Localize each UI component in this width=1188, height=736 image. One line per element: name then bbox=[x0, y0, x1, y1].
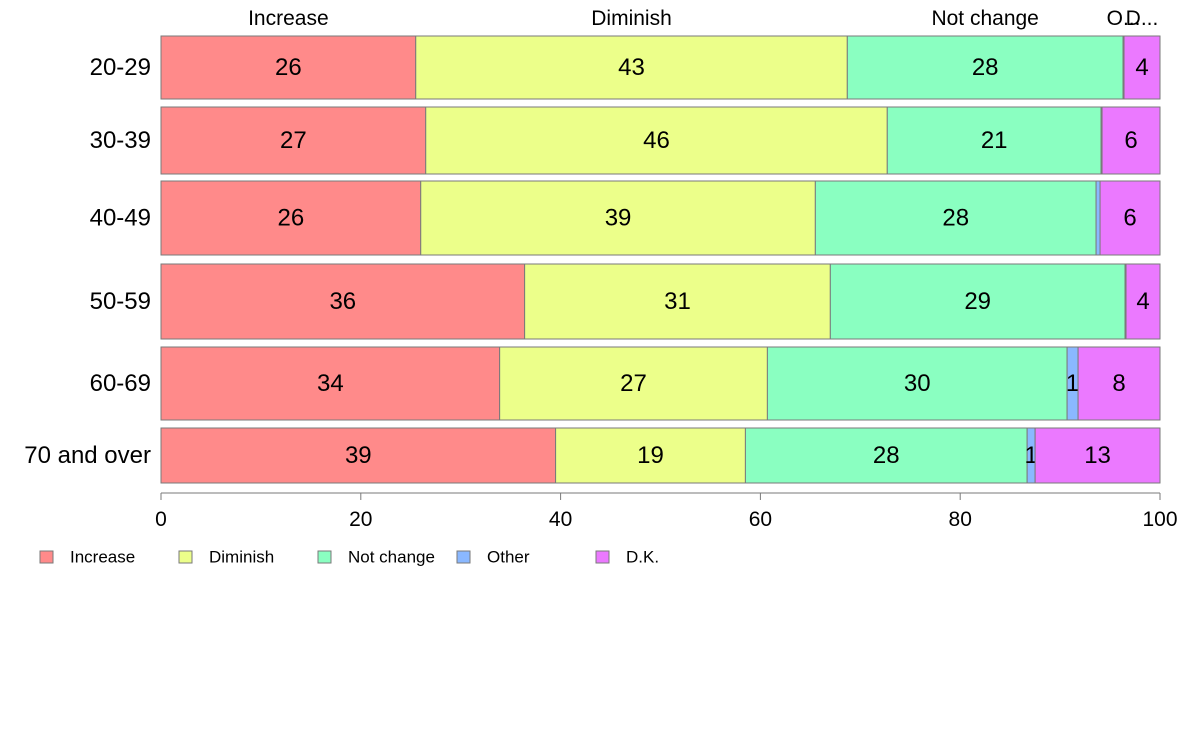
bar-row-70-and-over: 39 19 28 1 13 bbox=[160, 427, 1161, 484]
value-label: 4 bbox=[1136, 288, 1149, 315]
legend-swatch bbox=[317, 550, 332, 564]
legend-label: D.K. bbox=[626, 548, 659, 567]
bar-row-60-69: 34 27 30 1 8 bbox=[160, 346, 1161, 421]
row-label: 70 and over bbox=[24, 442, 151, 469]
x-axis: 0 20 40 60 80 100 bbox=[155, 492, 1178, 531]
legend-item-increase: Increase bbox=[39, 548, 135, 567]
value-label: 13 bbox=[1084, 442, 1111, 469]
bar-segment-increase bbox=[160, 106, 427, 175]
value-label: 26 bbox=[275, 54, 302, 81]
legend-label: Other bbox=[487, 548, 530, 567]
legend-label: Diminish bbox=[209, 548, 274, 567]
bar-segment-d-k bbox=[1077, 346, 1161, 421]
value-label: 39 bbox=[605, 205, 632, 232]
bar-segment-increase bbox=[160, 263, 526, 340]
row-label: 60-69 bbox=[90, 370, 151, 397]
value-label: 28 bbox=[942, 205, 969, 232]
value-label: 19 bbox=[637, 442, 664, 469]
value-label: 27 bbox=[280, 127, 307, 154]
x-tick-label: 60 bbox=[749, 508, 772, 531]
bar-row-50-59: 36 31 29 4 bbox=[160, 263, 1161, 340]
top-label-other: O... bbox=[1107, 7, 1141, 30]
bar-segment-d-k bbox=[1125, 263, 1161, 340]
bar-segment-not-change bbox=[766, 346, 1068, 421]
top-label-diminish: Diminish bbox=[591, 7, 672, 30]
value-label: 30 bbox=[904, 370, 931, 397]
row-label: 50-59 bbox=[90, 288, 151, 315]
legend-item-other: Other bbox=[456, 548, 530, 567]
value-label: 1 bbox=[1024, 442, 1037, 469]
legend-item-d-k: D.K. bbox=[595, 548, 659, 567]
value-label: 6 bbox=[1123, 205, 1136, 232]
top-label-not-change: Not change bbox=[931, 7, 1038, 30]
value-label: 43 bbox=[618, 54, 645, 81]
bar-segment-not-change bbox=[886, 106, 1102, 175]
row-label: 30-39 bbox=[90, 127, 151, 154]
x-tick-label: 100 bbox=[1142, 508, 1177, 531]
bar-segment-diminish bbox=[524, 263, 831, 340]
row-labels: 20-29 30-39 40-49 50-59 60-69 70 and over bbox=[24, 54, 151, 469]
value-label: 36 bbox=[329, 288, 356, 315]
value-label: 46 bbox=[643, 127, 670, 154]
bar-segment-d-k bbox=[1099, 180, 1161, 256]
bar-segment-not-change bbox=[744, 427, 1028, 484]
legend-label: Increase bbox=[70, 548, 135, 567]
bar-row-40-49: 26 39 28 6 bbox=[160, 180, 1161, 256]
legend: Increase Diminish Not change Other D.K. bbox=[39, 548, 659, 567]
bar-segment-d-k bbox=[1101, 106, 1161, 175]
x-tick-label: 20 bbox=[349, 508, 372, 531]
value-label: 21 bbox=[981, 127, 1008, 154]
bar-segment-other bbox=[1095, 180, 1101, 256]
bar-segment-d-k bbox=[1123, 35, 1161, 100]
row-label: 20-29 bbox=[90, 54, 151, 81]
top-label-increase: Increase bbox=[248, 7, 329, 30]
bar-segment-diminish bbox=[425, 106, 888, 175]
bar-segment-diminish bbox=[499, 346, 768, 421]
value-label: 28 bbox=[972, 54, 999, 81]
x-tick-label: 0 bbox=[155, 508, 167, 531]
bar-segment-not-change bbox=[814, 180, 1097, 256]
x-tick-label: 40 bbox=[549, 508, 572, 531]
value-label: 8 bbox=[1112, 370, 1125, 397]
value-label: 26 bbox=[278, 205, 305, 232]
bar-segment-increase bbox=[160, 180, 422, 256]
value-label: 29 bbox=[964, 288, 991, 315]
bar-segment-d-k bbox=[1034, 427, 1161, 484]
legend-label: Not change bbox=[348, 548, 435, 567]
legend-swatch bbox=[456, 550, 471, 564]
bar-segment-diminish bbox=[555, 427, 746, 484]
bar-segment-diminish bbox=[415, 35, 848, 100]
value-label: 6 bbox=[1124, 127, 1137, 154]
value-label: 1 bbox=[1066, 370, 1079, 397]
x-tick-label: 80 bbox=[949, 508, 972, 531]
legend-swatch bbox=[178, 550, 193, 564]
top-label-d-k: D... bbox=[1126, 7, 1159, 30]
bar-segment-increase bbox=[160, 346, 501, 421]
value-label: 34 bbox=[317, 370, 344, 397]
bar-segment-diminish bbox=[420, 180, 816, 256]
bar-row-30-39: 27 46 21 6 bbox=[160, 106, 1161, 175]
bar-segment-increase bbox=[160, 427, 557, 484]
legend-swatch bbox=[39, 550, 54, 564]
legend-item-not-change: Not change bbox=[317, 548, 435, 567]
bars: 26 43 28 4 27 46 21 6 26 39 28 6 36 31 29 4 34 27 30 1 8 39 19… bbox=[160, 35, 1161, 484]
row-label: 40-49 bbox=[90, 205, 151, 232]
bar-row-20-29: 26 43 28 4 bbox=[160, 35, 1161, 100]
value-label: 31 bbox=[664, 288, 691, 315]
bar-segment-not-change bbox=[829, 263, 1126, 340]
value-label: 39 bbox=[345, 442, 372, 469]
legend-item-diminish: Diminish bbox=[178, 548, 274, 567]
value-label: 28 bbox=[873, 442, 900, 469]
value-label: 27 bbox=[620, 370, 647, 397]
legend-swatch bbox=[595, 550, 610, 564]
value-label: 4 bbox=[1135, 54, 1148, 81]
top-category-labels: Increase Diminish Not change O...D... bbox=[248, 7, 1158, 30]
